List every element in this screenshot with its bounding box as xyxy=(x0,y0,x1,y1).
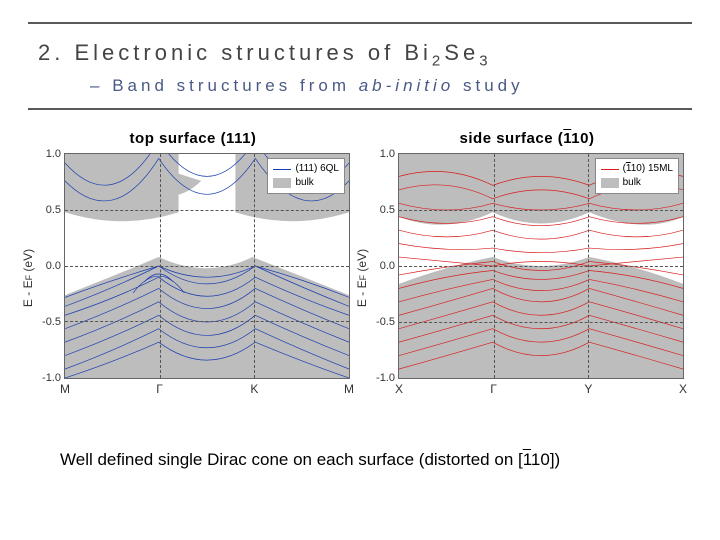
rule-top xyxy=(28,22,692,24)
rule-mid xyxy=(28,108,692,110)
panel-left: top surface (111) E - EF (eV) (111) 6QL … xyxy=(30,130,356,420)
chart-right: (110) 15ML bulk 1.00.50.0-0.5-1.0XΓYX xyxy=(398,153,684,379)
title-text-a: Electronic structures of Bi xyxy=(74,40,431,65)
subtitle-ital: ab-initio xyxy=(359,76,455,95)
chart-left: (111) 6QL bulk 1.00.50.0-0.5-1.0MΓKM xyxy=(64,153,350,379)
title-sub2: 3 xyxy=(479,52,491,69)
section-title: 2. Electronic structures of Bi2Se3 xyxy=(38,40,492,69)
legend-right: (110) 15ML bulk xyxy=(595,158,679,194)
section-subtitle: – Band structures from ab-initio study xyxy=(90,76,524,96)
figures-row: top surface (111) E - EF (eV) (111) 6QL … xyxy=(30,130,690,420)
subtitle-dash: – xyxy=(90,76,103,95)
title-sub1: 2 xyxy=(432,52,444,69)
panel-right: side surface (110) E - EF (eV) (110) 15M… xyxy=(364,130,690,420)
legend-left: (111) 6QL bulk xyxy=(267,158,345,194)
ylabel-right: E - EF (eV) xyxy=(355,249,369,307)
subtitle-b: study xyxy=(463,76,524,95)
title-text-b: Se xyxy=(444,40,479,65)
conclusion-text: Well defined single Dirac cone on each s… xyxy=(60,450,680,470)
subtitle-a: Band structures from xyxy=(112,76,350,95)
panel-right-title: side surface (110) xyxy=(364,130,690,147)
title-number: 2. xyxy=(38,40,64,65)
chart-left-wrap: E - EF (eV) (111) 6QL bulk 1.00.50.0-0.5… xyxy=(30,153,356,403)
chart-right-wrap: E - EF (eV) (110) 15ML bulk 1.00.50.0-0.… xyxy=(364,153,690,403)
panel-left-title: top surface (111) xyxy=(30,130,356,147)
ylabel-left: E - EF (eV) xyxy=(21,249,35,307)
